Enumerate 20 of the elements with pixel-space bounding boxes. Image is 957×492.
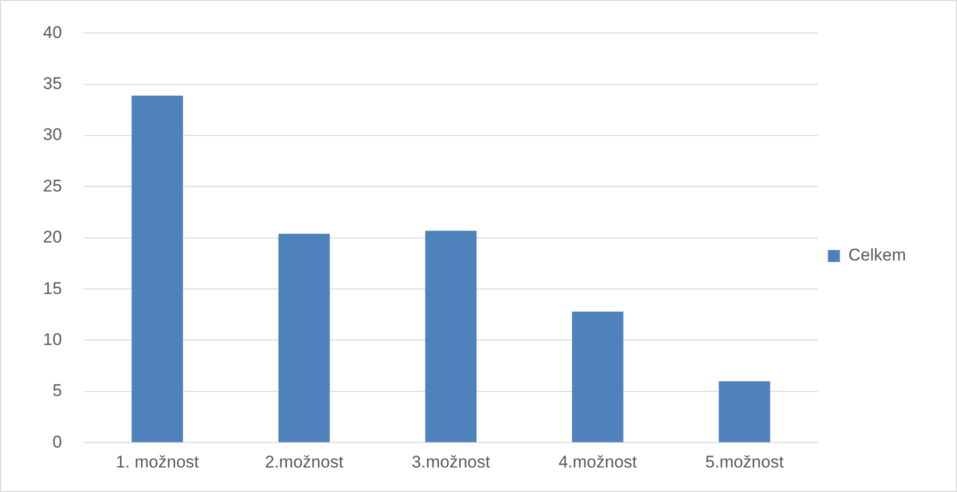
y-tick-label: 0 [52, 432, 62, 452]
bar [572, 312, 624, 442]
y-tick-label: 15 [42, 278, 62, 298]
bar [425, 230, 477, 442]
bar [132, 96, 183, 442]
x-tick-label: 5.možnost [705, 452, 784, 472]
x-tick-label: 2.možnost [264, 452, 344, 472]
y-tick-label: 10 [42, 330, 62, 349]
y-tick-label: 25 [42, 176, 62, 196]
y-tick-label: 20 [42, 228, 62, 247]
legend-label: Celkem [848, 246, 906, 265]
y-tick-label: 5 [52, 381, 62, 400]
bar [718, 381, 770, 442]
bar [278, 234, 330, 442]
x-tick-label: 3.možnost [412, 452, 490, 472]
y-tick-label: 35 [42, 74, 62, 94]
y-tick-label: 40 [42, 22, 62, 42]
x-tick-label: 4.možnost [558, 452, 638, 472]
x-tick-label: 1. možnost [116, 452, 200, 472]
y-tick-label: 30 [42, 125, 62, 144]
